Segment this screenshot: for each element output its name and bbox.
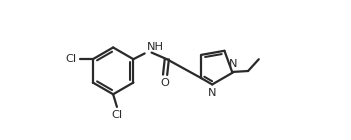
Text: Cl: Cl [111,109,122,120]
Text: N: N [229,59,237,69]
Text: Cl: Cl [65,54,77,64]
Text: N: N [208,88,217,98]
Text: NH: NH [147,42,164,52]
Text: O: O [161,78,170,88]
